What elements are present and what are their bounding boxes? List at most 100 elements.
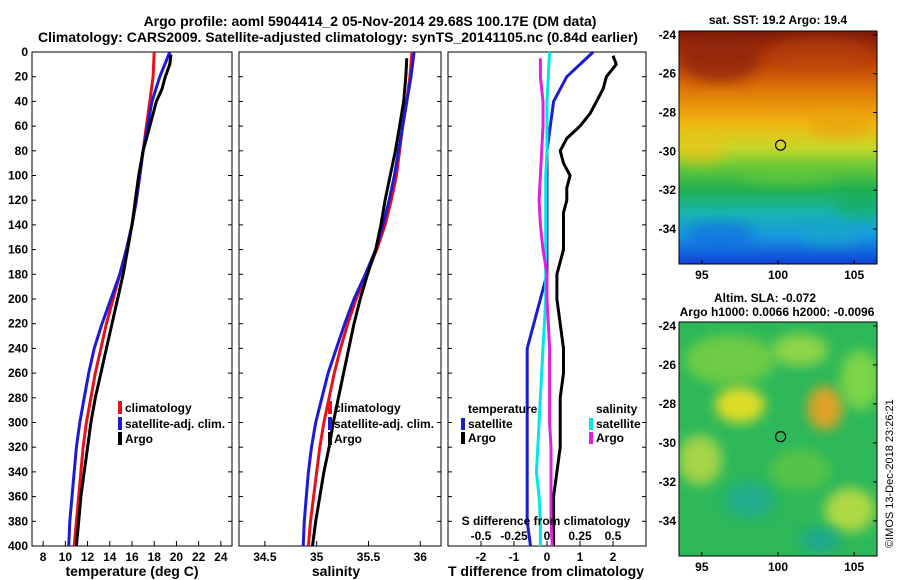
difference-plot: -2 -1 0 1 2 -0.5 -0.25 0 0.25 0.5 (471, 50, 622, 564)
difference-x-tick-label: -2 (476, 550, 487, 564)
legend-satellite-adj-swatch (328, 417, 332, 430)
legend-t-argo-swatch (461, 432, 465, 444)
depth-tick-label: 140 (8, 218, 28, 232)
temperature-x-tick-label: 10 (59, 550, 73, 564)
legend-s-satellite-label: satellite (596, 417, 641, 431)
sla-map-title-1: Altim. SLA: -0.072 (714, 291, 816, 305)
legend-s-argo-swatch (589, 432, 593, 444)
temperature-x-tick-label: 18 (148, 550, 162, 564)
map-y-tick-label: -24 (659, 28, 677, 42)
sla-map-image (679, 322, 877, 556)
legend-t-argo-label: Argo (468, 431, 496, 445)
legend-salinity-title: salinity (596, 402, 638, 416)
depth-tick-label: 400 (8, 539, 28, 553)
diff-salinity-argo-line (537, 58, 554, 547)
depth-tick-label: 0 (21, 45, 28, 59)
salinity-argo-line (311, 58, 409, 547)
legend-climatology-label: climatology (334, 401, 401, 415)
map-x-tick-label: 100 (768, 268, 788, 282)
salinity-difference-tick-label: 0.25 (568, 529, 592, 543)
diff-temperature-satellite-line (525, 50, 595, 547)
legend-s-satellite-swatch (589, 418, 593, 430)
map-y-tick-label: -28 (659, 106, 677, 120)
difference-x-tick-label: 0 (544, 550, 551, 564)
legend-t-satellite-label: satellite (468, 417, 513, 431)
depth-tick-label: 320 (8, 440, 28, 454)
salinity-x-tick-label: 34.5 (253, 550, 277, 564)
depth-tick-label: 240 (8, 341, 28, 355)
depth-axis: 0 20 40 60 80 100 120 140 160 180 200 220 240 260 280 3… (8, 45, 646, 553)
salinity-x-tick-label: 35 (310, 550, 324, 564)
legend-climatology-label: climatology (125, 401, 192, 415)
difference-x-tick-label: -1 (509, 550, 520, 564)
salinity-legend: climatology satellite-adj. clim. Argo (328, 401, 434, 446)
depth-tick-label: 220 (8, 317, 28, 331)
map-y-tick-label: -26 (659, 67, 677, 81)
depth-tick-label: 160 (8, 243, 28, 257)
difference-x-tick-label: 2 (610, 550, 617, 564)
legend-climatology-swatch (118, 401, 122, 414)
salinity-x-tick-label: 36 (414, 550, 428, 564)
legend-satellite-adj-label: satellite-adj. clim. (125, 417, 225, 431)
depth-tick-label: 300 (8, 416, 28, 430)
difference-legend: temperature satellite Argo salinity sate… (461, 402, 641, 445)
depth-tick-label: 200 (8, 292, 28, 306)
depth-tick-label: 180 (8, 267, 28, 281)
temperature-x-tick-label: 16 (125, 550, 139, 564)
legend-satellite-adj-label: satellite-adj. clim. (334, 417, 434, 431)
map-x-tick-label: 105 (844, 268, 864, 282)
map-y-tick-label: -30 (659, 436, 677, 450)
salinity-satellite-adj-line (301, 51, 416, 547)
depth-tick-label: 60 (15, 119, 29, 133)
salinity-difference-tick-label: 0.5 (605, 529, 622, 543)
depth-tick-label: 120 (8, 193, 28, 207)
depth-tick-label: 380 (8, 514, 28, 528)
difference-top-xlabel: S difference from climatology (462, 514, 631, 528)
sst-map-axes: 95 100 105 -24 -26 -28 -30 -32 -34 (659, 28, 877, 282)
map-y-tick-label: -24 (659, 319, 677, 333)
map-y-tick-label: -34 (659, 514, 677, 528)
salinity-difference-tick-label: -0.25 (500, 529, 528, 543)
salinity-x-tick-label: 35.5 (357, 550, 381, 564)
map-x-tick-label: 95 (695, 560, 709, 574)
map-x-tick-label: 100 (768, 560, 788, 574)
sst-map-image (679, 31, 877, 264)
depth-tick-label: 340 (8, 465, 28, 479)
legend-argo-swatch (118, 432, 122, 445)
salinity-xlabel: salinity (312, 563, 360, 579)
sla-map-axes: 95 100 105 -24 -26 -28 -30 -32 -34 (659, 319, 877, 574)
depth-tick-label: 80 (15, 144, 29, 158)
legend-argo-swatch (328, 432, 332, 445)
argo-location-marker (774, 139, 787, 151)
sla-map-title-2: Argo h1000: 0.0066 h2000: -0.0096 (680, 305, 875, 319)
title-line-2: Climatology: CARS2009. Satellite-adjuste… (38, 29, 638, 45)
temperature-climatology-line (72, 51, 156, 547)
legend-temperature-title: temperature (468, 402, 538, 416)
argo-location-marker (774, 431, 787, 443)
depth-tick-label: 100 (8, 169, 28, 183)
map-y-tick-label: -26 (659, 358, 677, 372)
temperature-x-tick-label: 14 (103, 550, 117, 564)
temperature-x-tick-label: 12 (81, 550, 95, 564)
difference-x-tick-label: 1 (577, 550, 584, 564)
difference-xlabel: T difference from climatology (448, 563, 644, 579)
temperature-x-tick-label: 20 (170, 550, 184, 564)
temperature-argo-line (74, 54, 173, 547)
map-x-tick-label: 105 (844, 560, 864, 574)
salinity-panel-frame (238, 51, 442, 547)
temperature-plot: 8 10 12 14 16 18 20 22 24 (40, 51, 228, 564)
temperature-x-tick-label: 8 (40, 550, 47, 564)
temperature-legend: climatology satellite-adj. clim. Argo (118, 401, 225, 446)
depth-tick-label: 260 (8, 366, 28, 380)
depth-tick-label: 20 (15, 70, 29, 84)
title-line-1: Argo profile: aoml 5904414_2 05-Nov-2014… (144, 13, 597, 29)
legend-satellite-adj-swatch (118, 417, 122, 430)
map-y-tick-label: -28 (659, 397, 677, 411)
map-y-tick-label: -30 (659, 144, 677, 158)
salinity-difference-tick-label: -0.5 (471, 529, 492, 543)
sst-map-title: sat. SST: 19.2 Argo: 19.4 (709, 13, 848, 27)
legend-argo-label: Argo (334, 432, 362, 446)
map-y-tick-label: -34 (659, 222, 677, 236)
salinity-plot: 34.5 35 35.5 36 (253, 51, 428, 564)
